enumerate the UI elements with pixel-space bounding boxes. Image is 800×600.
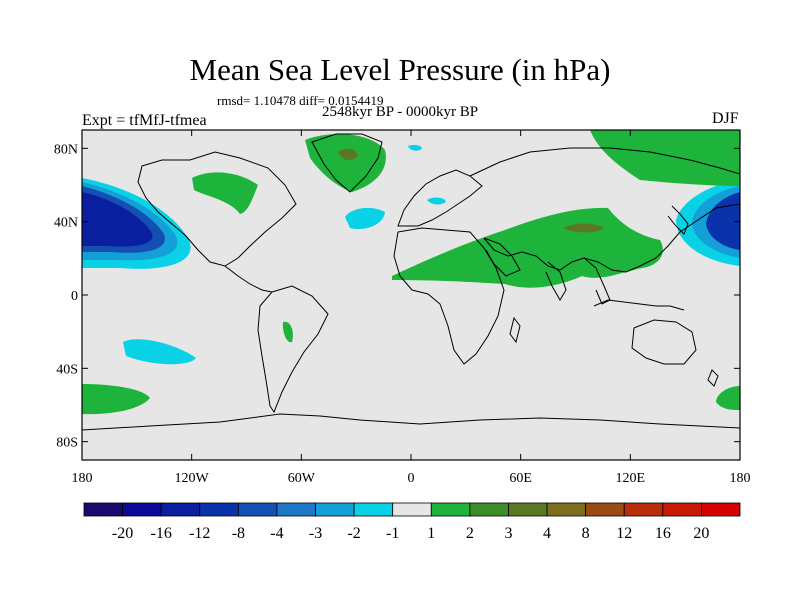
lon-tick-label: 60W (288, 471, 316, 486)
pressure-anomaly-field (82, 130, 740, 415)
anomaly-negative-n-atlantic-small (408, 145, 422, 151)
colorbar-label: -12 (189, 525, 210, 542)
coast-indonesia (593, 299, 685, 311)
coast-europe (397, 169, 483, 227)
colorbar-label: -1 (386, 525, 399, 542)
coast-central-america (224, 265, 273, 293)
lon-tick-label: 120W (175, 471, 210, 486)
colorbar-swatch (237, 502, 278, 517)
colorbar-label: 3 (504, 525, 512, 542)
lat-tick-label: 40S (56, 362, 78, 377)
map-background (82, 130, 740, 460)
colorbar-swatch (585, 502, 625, 517)
colorbar-swatch (701, 502, 741, 517)
colorbar-label: 12 (616, 525, 632, 542)
lon-tick-label: 180 (730, 471, 751, 486)
coast-se-asia (583, 257, 611, 305)
anomaly-positive-n-america (192, 172, 258, 214)
lon-tick-label: 60E (509, 471, 532, 486)
coast-africa (393, 227, 505, 365)
colorbar-swatch (546, 502, 587, 517)
lat-tick-label: 80N (54, 142, 78, 157)
colorbar-label: 20 (693, 525, 709, 542)
colorbar-swatch (276, 502, 316, 517)
lon-tick-label: 120E (616, 471, 646, 486)
coast-madagascar (509, 316, 521, 344)
season-label: DJF (712, 110, 739, 127)
lat-tick-label: 0 (71, 289, 78, 304)
anomaly-negative-s-pacific (123, 339, 196, 365)
colorbar-swatch (430, 502, 471, 517)
lon-tick-label: 180 (72, 471, 93, 486)
anomaly-positive-greenland (305, 134, 386, 192)
colorbar-label: -20 (112, 525, 133, 542)
colorbar-label: 16 (655, 525, 671, 542)
colorbar-swatch (508, 502, 548, 517)
coast-new-zealand (707, 369, 719, 387)
anomaly-negative-n-pacific-west-deep (82, 192, 153, 247)
anomaly-positive-s-indian (716, 386, 740, 410)
colorbar-label: -16 (151, 525, 172, 542)
anomaly-negative-n-pacific-east-deep (706, 192, 740, 250)
anomaly-positive-s-pacific (82, 384, 150, 415)
anomaly-positive-s-america (282, 321, 293, 343)
colorbar-swatch (623, 502, 664, 517)
colorbar-swatch (83, 502, 123, 517)
colorbar-swatch (469, 502, 509, 517)
period-label: 2548kyr BP - 0000kyr BP (322, 104, 479, 120)
colorbar-label: 1 (427, 525, 435, 542)
colorbar-swatch (160, 502, 201, 517)
coast-north-america (137, 151, 297, 267)
rmsd-stats: rmsd= 1.10478 diff= 0.0154419 (217, 93, 384, 108)
colorbar-label: -8 (232, 525, 245, 542)
colorbar-label: -2 (347, 525, 360, 542)
coast-australia (631, 319, 697, 365)
colorbar-label: 2 (466, 525, 474, 542)
lon-tick-label: 0 (408, 471, 415, 486)
colorbar-label: -4 (270, 525, 283, 542)
experiment-label: Expt = tfMfJ-tfmea (82, 112, 207, 129)
colorbar-swatch (199, 502, 239, 517)
coast-japan (667, 205, 689, 235)
colorbar-label: 8 (582, 525, 590, 542)
coast-india (545, 261, 567, 301)
colorbar-swatch (122, 502, 162, 517)
anomaly-negative-europe (427, 197, 446, 205)
coast-south-america (257, 285, 329, 414)
colorbar-swatch (662, 502, 702, 517)
latitude-axis: 80N 40N 0 40S 80S (54, 142, 740, 451)
anomaly-positive-tibet-core (563, 223, 604, 233)
anomaly-positive-greenland-core (338, 148, 358, 161)
colorbar-swatch (353, 502, 394, 517)
coast-arabia (483, 237, 521, 277)
colorbar-label: -3 (309, 525, 322, 542)
coast-antarctica (82, 413, 740, 431)
coast-asia (469, 147, 740, 273)
anomaly-positive-arctic-east (590, 130, 740, 186)
coastlines (82, 133, 740, 431)
lat-tick-label: 80S (56, 436, 78, 451)
longitude-axis: 180 120W 60W 0 60E 120E 180 (72, 130, 751, 486)
colorbar-label: 4 (543, 525, 551, 542)
colorbar: -20 -16 -12 -8 -4 -3 -2 -1 1 2 3 4 8 12 16 20 (83, 502, 741, 542)
lat-tick-label: 40N (54, 216, 78, 231)
anomaly-negative-n-atlantic (345, 207, 385, 230)
coast-greenland (311, 133, 383, 193)
colorbar-swatch (315, 502, 355, 517)
map-title: Mean Sea Level Pressure (in hPa) (189, 52, 611, 87)
colorbar-swatch (392, 502, 432, 517)
